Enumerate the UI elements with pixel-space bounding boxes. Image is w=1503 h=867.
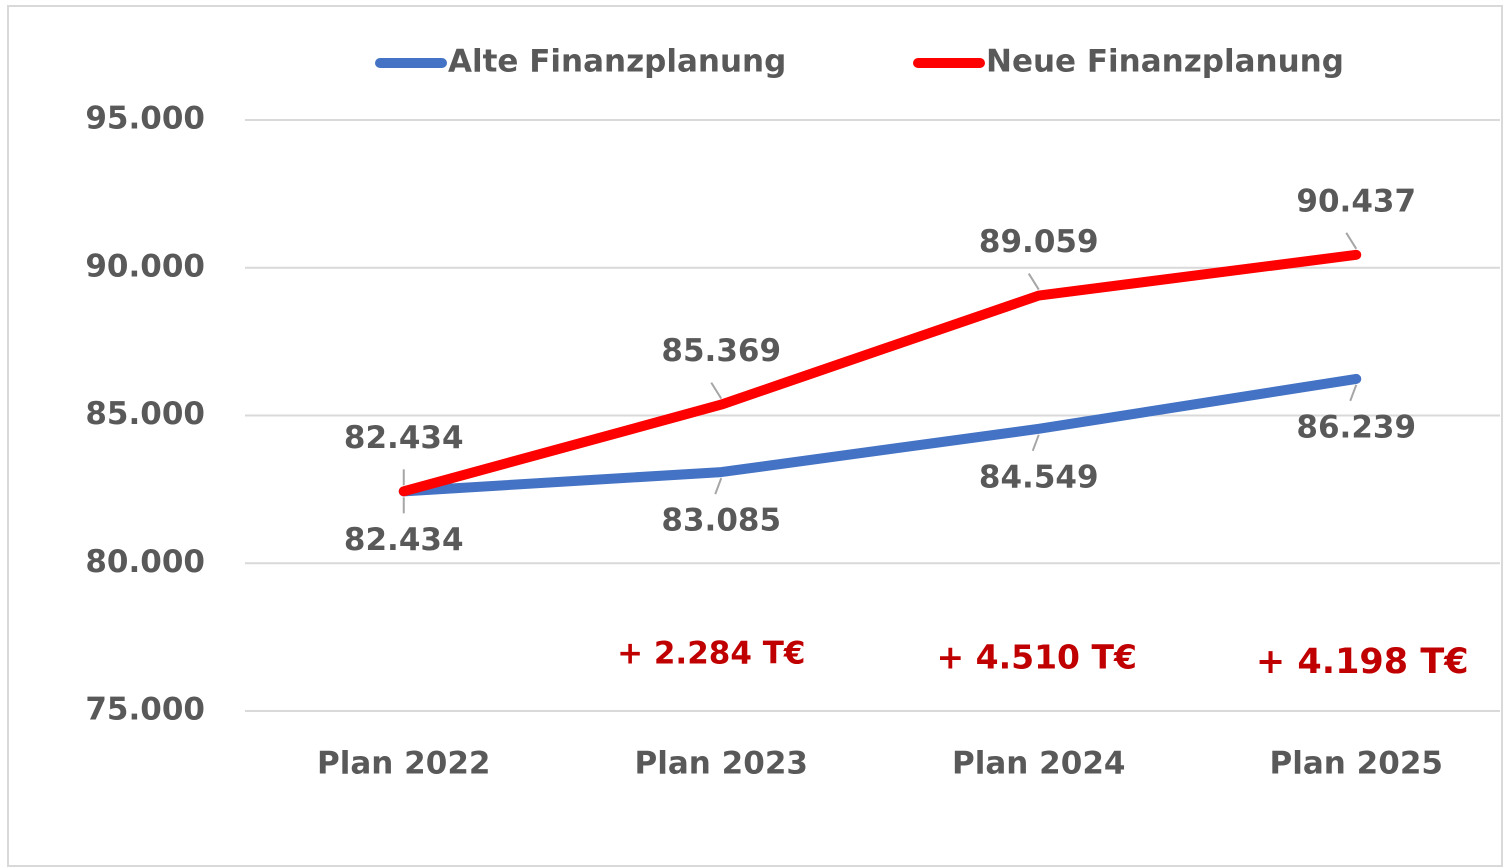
leader-line xyxy=(710,382,723,400)
x-tick-label: Plan 2023 xyxy=(635,746,808,782)
leader-line xyxy=(1027,273,1040,291)
y-tick-label: 75.000 xyxy=(85,692,205,728)
data-label: 82.434 xyxy=(344,522,464,558)
data-label: 83.085 xyxy=(661,503,781,539)
data-label: 84.549 xyxy=(979,459,1099,495)
leader-line xyxy=(1031,434,1040,452)
data-label: 82.434 xyxy=(344,420,464,456)
data-label: 89.059 xyxy=(979,224,1099,260)
data-label: 85.369 xyxy=(661,333,781,369)
legend-label: Alte Finanzplanung xyxy=(448,44,786,80)
annotation: + 2.284 T€ xyxy=(617,636,805,672)
data-label: 86.239 xyxy=(1296,409,1416,445)
legend-label: Neue Finanzplanung xyxy=(986,44,1344,80)
annotation: + 4.198 T€ xyxy=(1256,642,1469,682)
x-tick-label: Plan 2022 xyxy=(317,746,490,782)
leader-line xyxy=(714,477,723,495)
chart-border xyxy=(7,5,1503,867)
leader-line xyxy=(1349,384,1358,402)
x-tick-label: Plan 2024 xyxy=(952,746,1125,782)
y-tick-label: 95.000 xyxy=(85,101,205,137)
x-tick-label: Plan 2025 xyxy=(1270,746,1443,782)
series-line xyxy=(398,249,1362,497)
y-tick-label: 80.000 xyxy=(85,544,205,580)
data-label: 90.437 xyxy=(1296,183,1416,219)
leader-line xyxy=(1345,232,1358,250)
annotation: + 4.510 T€ xyxy=(937,638,1137,677)
y-tick-label: 85.000 xyxy=(85,396,205,432)
series-line xyxy=(398,373,1362,497)
y-tick-label: 90.000 xyxy=(85,248,205,284)
